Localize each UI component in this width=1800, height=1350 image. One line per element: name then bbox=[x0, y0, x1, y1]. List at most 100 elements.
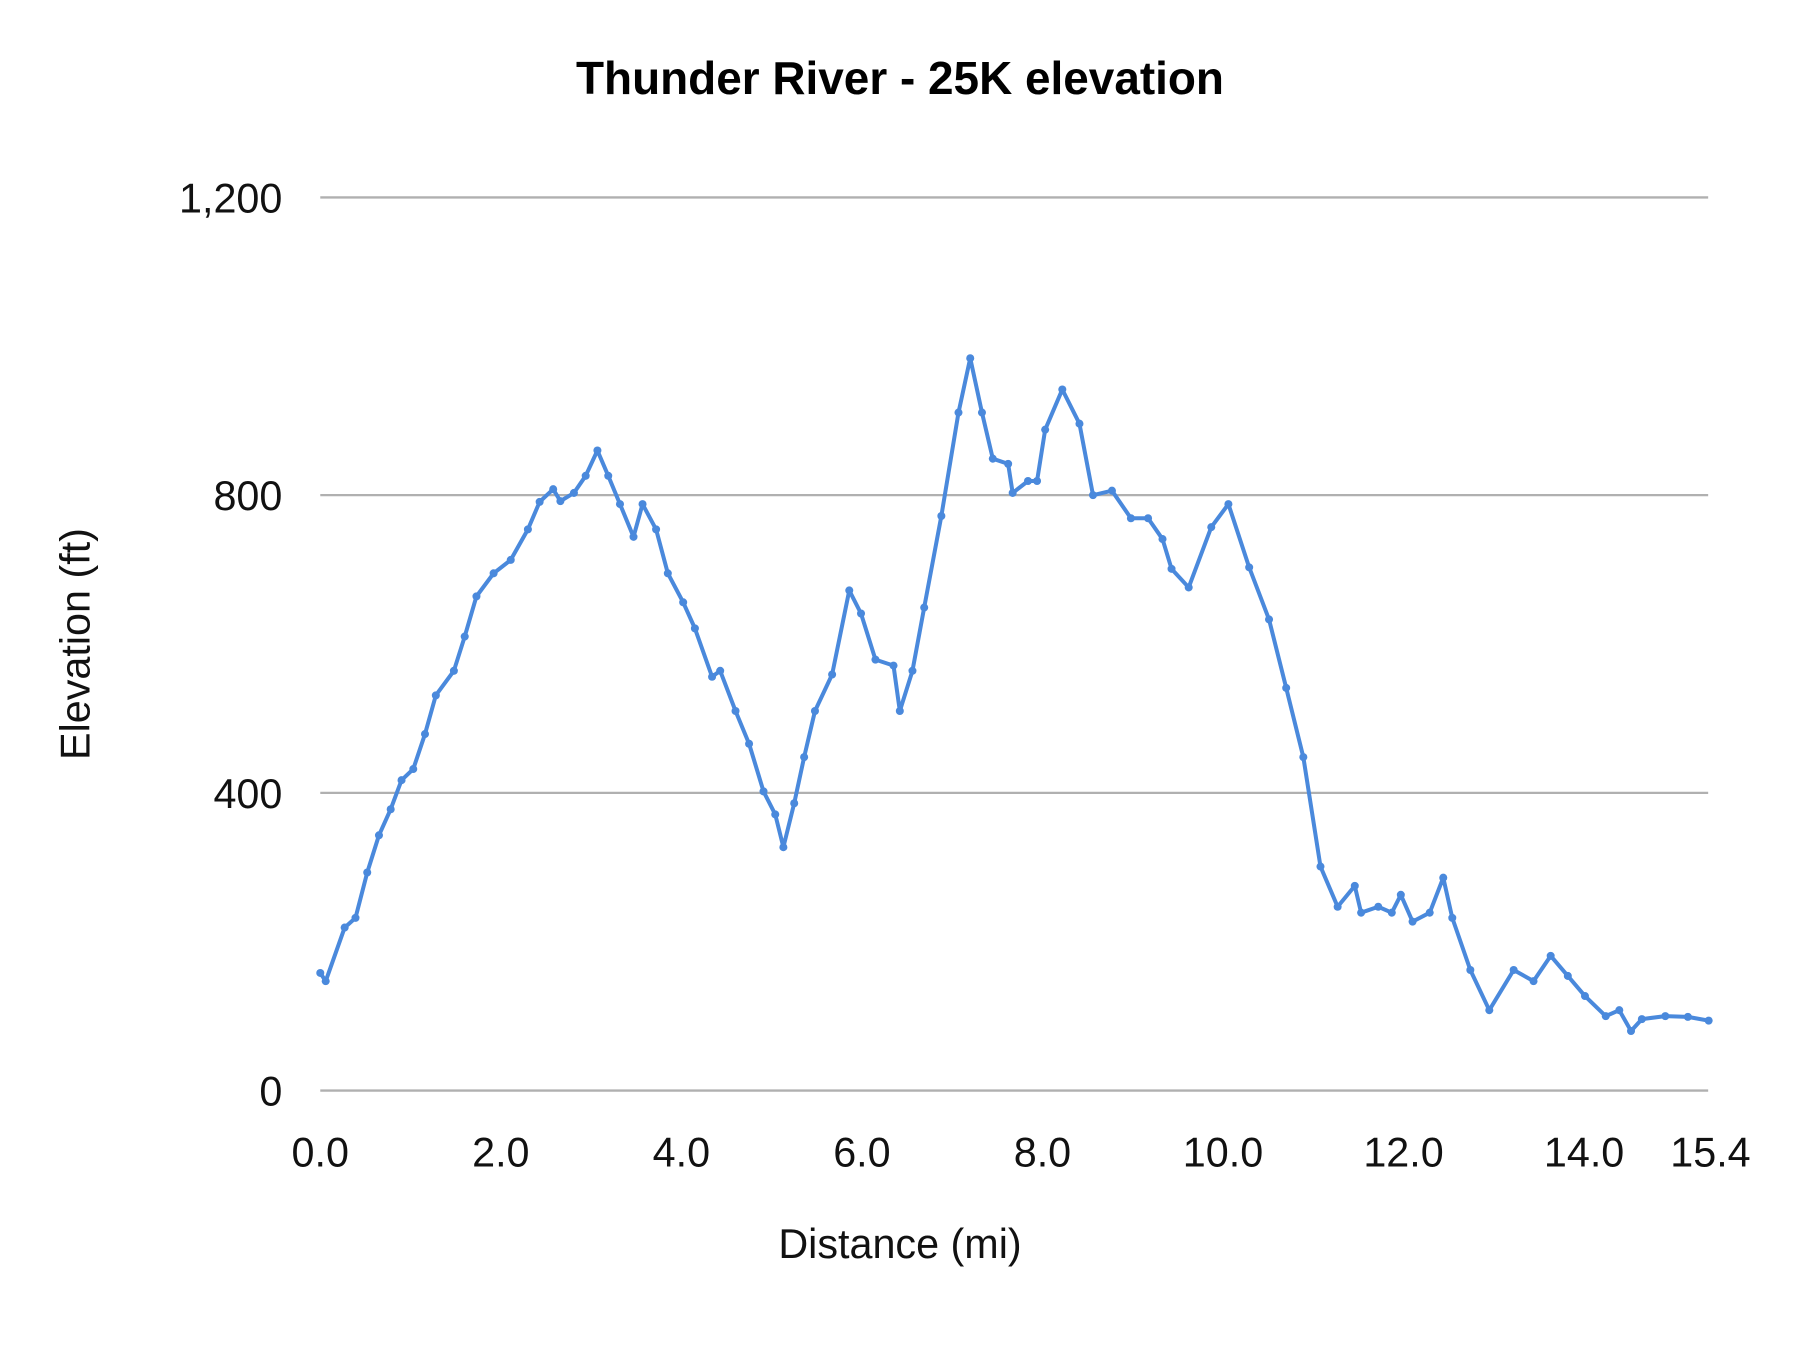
data-point bbox=[1184, 583, 1193, 592]
data-point bbox=[871, 655, 880, 664]
data-point bbox=[549, 485, 558, 494]
data-point bbox=[420, 730, 430, 739]
data-point bbox=[1282, 683, 1291, 692]
data-point bbox=[1529, 977, 1538, 986]
data-point bbox=[374, 831, 383, 840]
x-tick-label: 8.0 bbox=[1014, 1129, 1071, 1175]
data-point bbox=[1615, 1006, 1624, 1015]
series-elevation bbox=[316, 354, 1713, 1036]
x-tick-label: 4.0 bbox=[653, 1129, 710, 1175]
data-point bbox=[316, 968, 325, 977]
data-point bbox=[351, 913, 360, 922]
data-point bbox=[800, 753, 809, 762]
data-point bbox=[1485, 1006, 1494, 1015]
data-point bbox=[1704, 1016, 1713, 1025]
data-point bbox=[920, 603, 929, 612]
x-tick-label: 6.0 bbox=[833, 1129, 890, 1175]
data-point bbox=[663, 569, 672, 578]
data-point bbox=[1683, 1012, 1692, 1021]
data-point bbox=[321, 977, 330, 986]
data-point bbox=[581, 471, 590, 480]
data-point bbox=[1245, 563, 1254, 572]
data-point bbox=[895, 706, 904, 716]
data-point bbox=[1350, 881, 1359, 890]
data-point bbox=[472, 592, 481, 601]
data-point bbox=[679, 598, 688, 607]
data-point bbox=[1374, 902, 1383, 911]
data-point bbox=[1126, 514, 1135, 523]
data-point bbox=[506, 555, 515, 564]
x-axis-label: Distance (mi) bbox=[778, 1221, 1021, 1267]
data-point bbox=[1408, 917, 1417, 926]
data-point bbox=[810, 706, 819, 716]
data-point bbox=[638, 500, 647, 509]
data-point bbox=[1224, 500, 1233, 509]
data-point bbox=[1316, 862, 1325, 871]
data-point bbox=[716, 666, 725, 675]
data-point bbox=[1107, 486, 1116, 495]
data-point bbox=[1158, 535, 1167, 544]
data-point bbox=[856, 609, 866, 618]
chart-title: Thunder River - 25K elevation bbox=[576, 52, 1224, 104]
data-point bbox=[1661, 1012, 1670, 1021]
data-point bbox=[745, 739, 754, 748]
data-point bbox=[1088, 491, 1098, 500]
data-point bbox=[556, 497, 565, 506]
elevation-line bbox=[318, 356, 1710, 1034]
data-point bbox=[937, 511, 946, 521]
x-tick-label: 0.0 bbox=[292, 1129, 349, 1175]
data-point bbox=[731, 706, 740, 716]
x-axis-ticks: 0.0 2.0 4.0 6.0 8.0 10.0 12.0 14.0 15.4 bbox=[292, 1129, 1751, 1175]
data-point bbox=[386, 805, 395, 814]
data-point bbox=[1387, 908, 1396, 917]
data-point bbox=[845, 586, 854, 595]
data-point bbox=[569, 488, 578, 497]
data-point bbox=[1425, 908, 1434, 917]
data-point bbox=[1601, 1012, 1610, 1021]
data-point bbox=[363, 868, 372, 877]
data-point bbox=[615, 500, 624, 509]
data-point bbox=[340, 923, 349, 932]
data-point bbox=[1333, 902, 1342, 911]
data-point bbox=[1580, 992, 1589, 1001]
data-point bbox=[1299, 753, 1308, 762]
gridlines bbox=[320, 196, 1709, 1092]
data-point bbox=[1004, 459, 1013, 468]
data-point bbox=[1439, 873, 1448, 882]
data-point bbox=[397, 776, 406, 785]
data-point bbox=[1058, 385, 1067, 394]
data-point bbox=[1144, 514, 1153, 523]
data-point bbox=[771, 810, 780, 819]
data-point bbox=[593, 446, 602, 455]
data-point bbox=[779, 843, 788, 852]
y-tick-label: 1,200 bbox=[179, 175, 282, 221]
data-point bbox=[988, 454, 997, 463]
data-point bbox=[690, 624, 699, 633]
data-point bbox=[449, 666, 458, 675]
data-point bbox=[708, 672, 717, 681]
y-tick-label: 400 bbox=[213, 771, 282, 817]
data-point bbox=[460, 632, 469, 641]
data-point bbox=[1466, 965, 1475, 975]
data-point bbox=[523, 525, 532, 534]
x-tick-label: 2.0 bbox=[472, 1129, 529, 1175]
data-point bbox=[966, 354, 975, 363]
data-point bbox=[1637, 1015, 1646, 1024]
data-point bbox=[759, 787, 768, 796]
data-point bbox=[790, 799, 799, 808]
data-point bbox=[954, 408, 963, 417]
y-axis-ticks: 0 400 800 1,200 bbox=[179, 175, 282, 1114]
data-point bbox=[1265, 615, 1274, 624]
y-tick-label: 800 bbox=[213, 473, 282, 519]
data-point bbox=[431, 691, 440, 700]
data-point bbox=[1075, 419, 1084, 428]
x-tick-label: 14.0 bbox=[1544, 1129, 1624, 1175]
data-point bbox=[977, 408, 986, 417]
data-point bbox=[1033, 476, 1042, 486]
data-point bbox=[1563, 971, 1572, 980]
data-point bbox=[1041, 425, 1050, 434]
x-tick-label: 15.4 bbox=[1670, 1129, 1750, 1175]
data-point bbox=[1509, 965, 1518, 975]
data-point bbox=[1546, 951, 1555, 960]
